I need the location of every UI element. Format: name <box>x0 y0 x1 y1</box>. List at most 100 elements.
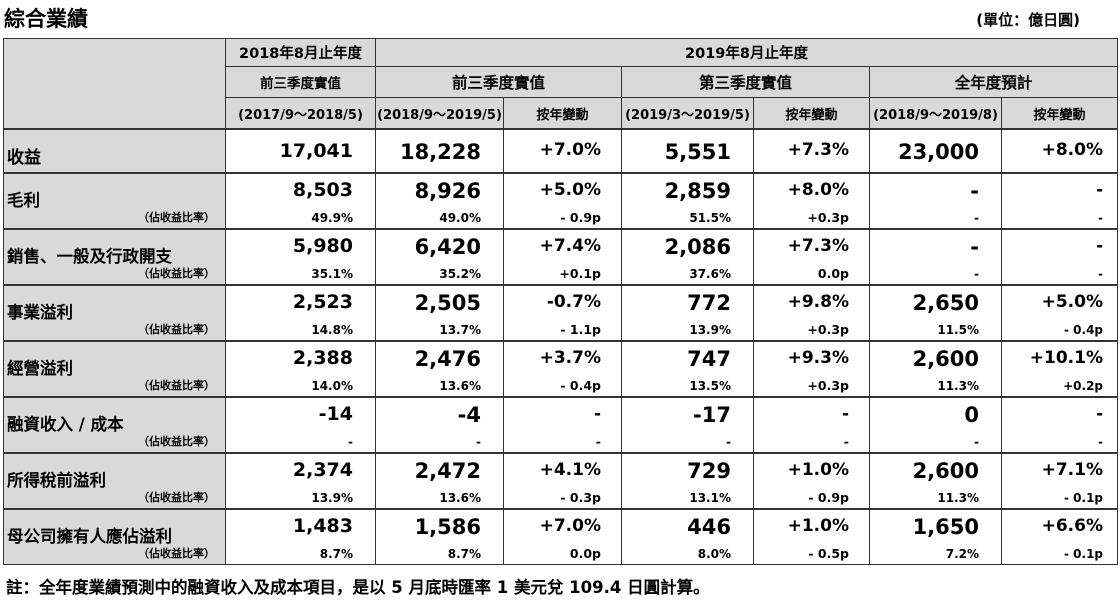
ratio-label: （佔收益比率） <box>138 491 215 504</box>
q3-value-cell: 729 13.1% <box>621 452 754 510</box>
fy-yoy: +8.0% <box>1041 140 1104 160</box>
table-row: 融資收入 / 成本 （佔收益比率） -14- -4- - - -17- - -0- - - <box>3 396 1119 454</box>
q3-yoy-cell: +8.0% +0.3p <box>753 172 870 230</box>
header-prev-year: 2018年8月止年度 <box>225 38 376 67</box>
cur-value-cell: -4 - <box>375 396 504 454</box>
table-row: 收益 17,041 18,228 +7.0% 5,551 +7.3% 23,000 +8.0% <box>3 128 1119 174</box>
fy-yoy-cell: +10.1% +0.2p <box>1000 340 1119 398</box>
ratio-label: （佔收益比率） <box>138 379 215 392</box>
table-row: 經營溢利 （佔收益比率） 2,388 14.0% 2,476 13.6% +3.7% - 0.… <box>3 340 1119 398</box>
row-label-cell: 融資收入 / 成本 （佔收益比率） <box>3 396 226 454</box>
q3-value: 729 <box>687 459 731 483</box>
fy-yoy-cell: +8.0% <box>1000 128 1119 174</box>
corner-cell <box>3 38 226 130</box>
header-fy-yoy: 按年變動 <box>1000 97 1119 130</box>
cur-yoy: +5.0% <box>539 180 601 200</box>
table-row: 所得稅前溢利 （佔收益比率） 2,374 13.9% 2,472 13.6% +4.1% - … <box>3 452 1119 510</box>
fy-value: - <box>970 179 979 203</box>
cur-value-cell: 18,228 <box>375 128 504 174</box>
header-q3: 第三季度實值 <box>621 66 870 98</box>
cur-yoy-cell: +7.4% +0.1p <box>503 228 622 286</box>
row-label-cell: 母公司擁有人應佔溢利 （佔收益比率） <box>3 508 226 565</box>
fy-value-ratio: - <box>974 435 979 449</box>
prev-value: 5,980 <box>292 235 353 257</box>
fy-yoy-ratio: - 0.1p <box>1064 491 1104 505</box>
fy-yoy-cell: +5.0% - 0.4p <box>1000 284 1119 342</box>
fy-value-ratio: - <box>974 267 979 281</box>
cur-yoy-ratio: - 1.1p <box>560 322 601 337</box>
q3-value-cell: 2,086 37.6% <box>621 228 754 286</box>
footnote: 註：全年度業績預測中的融資收入及成本項目，是以 5 月底時匯率 1 美元兌 10… <box>6 578 710 597</box>
q3-yoy: - <box>841 404 849 424</box>
cur-yoy-cell: +7.0% 0.0p <box>503 508 622 565</box>
prev-value: 8,503 <box>292 179 353 201</box>
cur-value: -4 <box>457 403 481 427</box>
q3-value-cell: 5,551 <box>621 128 754 174</box>
prev-value-ratio: 13.9% <box>311 491 353 505</box>
cur-yoy-cell: +4.1% - 0.3p <box>503 452 622 510</box>
cur-value-ratio: 13.6% <box>439 379 481 393</box>
fy-value-ratio: 11.3% <box>937 491 979 505</box>
fy-value-ratio: 11.3% <box>937 379 979 393</box>
ratio-label: （佔收益比率） <box>138 547 215 560</box>
cur-value: 18,228 <box>399 140 481 164</box>
fy-value: 2,650 <box>912 291 979 315</box>
cur-yoy: +3.7% <box>539 348 601 368</box>
fy-yoy: +7.1% <box>1041 460 1104 480</box>
fy-yoy-ratio: - <box>1098 435 1104 449</box>
fy-yoy-cell: -- <box>1000 172 1119 230</box>
fy-value-cell: 0- <box>869 396 1002 454</box>
cur-value: 2,505 <box>414 291 481 315</box>
cur-yoy: +7.0% <box>539 516 601 536</box>
q3-value: 446 <box>687 515 731 539</box>
row-label: 母公司擁有人應佔溢利 <box>7 527 172 546</box>
prev-value-cell: 5,980 35.1% <box>225 228 376 286</box>
fy-value-cell: -- <box>869 228 1002 286</box>
row-label-cell: 事業溢利 （佔收益比率） <box>3 284 226 342</box>
header-curr-yoy: 按年變動 <box>503 97 622 130</box>
table-row: 毛利 （佔收益比率） 8,503 49.9% 8,926 49.0% +5.0% - 0.9p… <box>3 172 1119 230</box>
q3-value-cell: -17 - <box>621 396 754 454</box>
fy-value-ratio: - <box>974 211 979 225</box>
prev-value-ratio: 8.7% <box>319 547 353 561</box>
row-label: 所得稅前溢利 <box>7 471 106 490</box>
cur-value: 8,926 <box>414 179 481 203</box>
prev-value: 2,374 <box>292 459 353 481</box>
q3-yoy: +1.0% <box>787 516 849 536</box>
fy-value-ratio: 11.5% <box>937 323 979 337</box>
row-label: 經營溢利 <box>7 359 73 378</box>
q3-yoy: +8.0% <box>787 180 849 200</box>
prev-value-cell: 17,041 <box>225 128 376 174</box>
fy-value: - <box>970 235 979 259</box>
results-table: 2018年8月止年度 2019年8月止年度 前三季度實值 前三季度實值 第三季度… <box>3 38 1119 565</box>
q3-value: 747 <box>687 347 731 371</box>
row-label: 毛利 <box>7 191 40 210</box>
header-prev-9m-period: (2017/9～2018/5) <box>225 97 376 130</box>
header-curr-9m-period: (2018/9～2019/5) <box>375 97 504 130</box>
fy-value-cell: 23,000 <box>869 128 1002 174</box>
prev-value: 2,523 <box>292 291 353 313</box>
q3-value-cell: 747 13.5% <box>621 340 754 398</box>
header-curr-year: 2019年8月止年度 <box>374 38 1119 67</box>
cur-yoy: +4.1% <box>539 460 601 480</box>
prev-value: -14 <box>318 403 353 425</box>
cur-yoy-cell: +5.0% - 0.9p <box>503 172 622 230</box>
fy-value: 2,600 <box>912 459 979 483</box>
cur-value-cell: 2,476 13.6% <box>375 340 504 398</box>
q3-yoy: +7.3% <box>787 236 849 256</box>
cur-yoy-ratio: - 0.3p <box>560 490 601 505</box>
row-label-cell: 銷售、一般及行政開支 （佔收益比率） <box>3 228 226 286</box>
cur-value-ratio: 35.2% <box>439 267 481 281</box>
row-label: 銷售、一般及行政開支 <box>7 247 172 266</box>
cur-value: 2,472 <box>414 459 481 483</box>
q3-yoy-ratio: +0.3p <box>807 322 849 337</box>
q3-value-ratio: 37.6% <box>689 267 731 281</box>
fy-yoy-cell: -- <box>1000 396 1119 454</box>
header-fy: 全年度預計 <box>868 66 1119 98</box>
q3-yoy-ratio: +0.3p <box>807 210 849 225</box>
fy-value-cell: 1,650 7.2% <box>869 508 1002 565</box>
cur-yoy: -0.7% <box>546 292 601 312</box>
q3-value: 5,551 <box>664 140 731 164</box>
q3-value-cell: 446 8.0% <box>621 508 754 565</box>
fy-yoy-ratio: - <box>1098 211 1104 225</box>
